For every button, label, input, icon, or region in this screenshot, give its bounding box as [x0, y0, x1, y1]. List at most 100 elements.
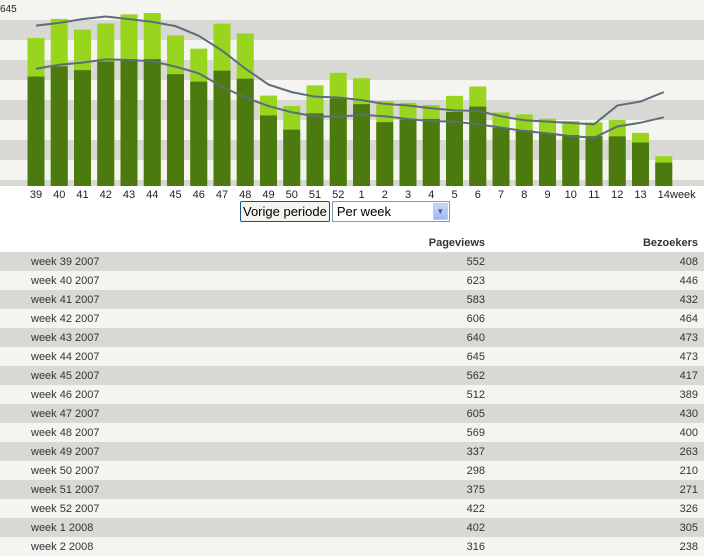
row-bezoekers: 473	[485, 347, 698, 366]
table-row: week 52 2007 422 326	[0, 499, 704, 518]
row-spacer	[698, 328, 704, 347]
x-tick-label: 48	[239, 189, 251, 200]
bezoekers-bar-41[interactable]	[74, 70, 91, 186]
bezoekers-bar-1[interactable]	[353, 104, 370, 186]
bezoekers-bar-14[interactable]	[655, 162, 673, 186]
bezoekers-bar-49[interactable]	[260, 115, 277, 186]
row-spacer	[698, 442, 704, 461]
bezoekers-bar-2[interactable]	[376, 122, 394, 186]
x-tick-label: 44	[146, 189, 158, 200]
bezoekers-bar-9[interactable]	[539, 133, 556, 186]
row-pageviews: 623	[331, 271, 485, 290]
row-spacer	[698, 537, 704, 556]
chevron-down-icon[interactable]: ▼	[432, 203, 448, 220]
stats-table: Pageviews Bezoekers week 39 2007 552 408 we…	[0, 234, 704, 556]
bezoekers-bar-4[interactable]	[422, 118, 440, 186]
bezoekers-bar-46[interactable]	[190, 81, 208, 186]
row-label: week 40 2007	[31, 271, 331, 290]
row-pageviews: 645	[331, 347, 485, 366]
bezoekers-bar-7[interactable]	[492, 127, 510, 186]
previous-period-button[interactable]: Vorige periode	[240, 201, 330, 222]
x-tick-label: 39	[30, 189, 42, 200]
row-spacer	[0, 328, 31, 347]
x-tick-label: 41	[76, 189, 88, 200]
row-label: week 39 2007	[31, 252, 331, 271]
x-axis-labels: 39 40 41 42 43 44 45 46 47 48 49 50 51 52 1 2 3 4 5 6 7 8 9 10 1…	[0, 186, 704, 200]
row-spacer	[698, 252, 704, 271]
row-spacer	[0, 347, 31, 366]
bezoekers-bar-47[interactable]	[213, 70, 231, 186]
row-label: week 51 2007	[31, 480, 331, 499]
row-spacer	[0, 404, 31, 423]
table-row: week 41 2007 583 432	[0, 290, 704, 309]
bezoekers-bar-6[interactable]	[469, 106, 487, 186]
x-tick-label: 49	[262, 189, 274, 200]
row-spacer	[0, 309, 31, 328]
bezoekers-bar-45[interactable]	[167, 74, 184, 186]
bezoekers-bar-40[interactable]	[50, 66, 68, 186]
x-tick-label: 42	[100, 189, 112, 200]
bezoekers-bar-50[interactable]	[283, 129, 301, 186]
chart-controls: Vorige periode Per week ▼	[240, 201, 450, 222]
row-spacer	[0, 366, 31, 385]
bezoekers-bar-12[interactable]	[608, 136, 626, 186]
x-tick-label: 45	[169, 189, 181, 200]
row-bezoekers: 305	[485, 518, 698, 537]
row-bezoekers: 263	[485, 442, 698, 461]
bezoekers-bar-43[interactable]	[120, 59, 138, 187]
row-bezoekers: 446	[485, 271, 698, 290]
x-tick-label: 10	[565, 189, 577, 200]
bezoekers-header[interactable]: Bezoekers	[642, 237, 698, 249]
row-label: week 1 2008	[31, 518, 331, 537]
bezoekers-bar-52[interactable]	[329, 98, 347, 186]
bezoekers-bar-3[interactable]	[399, 119, 417, 186]
bezoekers-bar-42[interactable]	[97, 61, 115, 186]
table-row: week 42 2007 606 464	[0, 309, 704, 328]
x-tick-label: 43	[123, 189, 135, 200]
bezoekers-bar-48[interactable]	[236, 78, 254, 186]
row-spacer	[698, 518, 704, 537]
bezoekers-bar-39[interactable]	[27, 76, 45, 186]
bezoekers-bar-44[interactable]	[143, 59, 161, 187]
bezoekers-bar-10[interactable]	[562, 135, 580, 186]
bezoekers-bar-13[interactable]	[632, 142, 649, 186]
bezoekers-bar-11[interactable]	[585, 136, 603, 186]
row-pageviews: 605	[331, 404, 485, 423]
row-bezoekers: 408	[485, 252, 698, 271]
row-label: week 50 2007	[31, 461, 331, 480]
row-pageviews: 640	[331, 328, 485, 347]
row-label: week 44 2007	[31, 347, 331, 366]
row-bezoekers: 417	[485, 366, 698, 385]
x-tick-label: 5	[451, 189, 457, 200]
row-spacer	[698, 290, 704, 309]
table-header-row: Pageviews Bezoekers	[0, 234, 704, 252]
row-bezoekers: 464	[485, 309, 698, 328]
x-tick-label: 40	[53, 189, 65, 200]
row-pageviews: 512	[331, 385, 485, 404]
table-row: week 1 2008 402 305	[0, 518, 704, 537]
bezoekers-bar-8[interactable]	[515, 130, 533, 186]
bezoekers-bar-51[interactable]	[306, 113, 324, 186]
table-row: week 40 2007 623 446	[0, 271, 704, 290]
trend-lines-group	[35, 15, 665, 139]
bezoekers-bar-5[interactable]	[446, 111, 463, 186]
x-axis-unit-label: week	[669, 189, 696, 200]
bar-chart: 645 39 40 41 42 43 44 45 46 47 48 49 50 51 52 1 2 3 4 5 6 7 8…	[0, 0, 704, 200]
x-tick-label: 46	[193, 189, 205, 200]
pageviews-header[interactable]: Pageviews	[428, 237, 485, 249]
row-bezoekers: 238	[485, 537, 698, 556]
row-pageviews: 606	[331, 309, 485, 328]
period-select[interactable]: Per week ▼	[331, 201, 450, 222]
row-spacer	[0, 480, 31, 499]
x-tick-label: 52	[332, 189, 344, 200]
row-pageviews: 402	[331, 518, 485, 537]
row-bezoekers: 326	[485, 499, 698, 518]
row-spacer	[698, 271, 704, 290]
table-row: week 51 2007 375 271	[0, 480, 704, 499]
row-pageviews: 562	[331, 366, 485, 385]
x-tick-label: 6	[475, 189, 481, 200]
row-pageviews: 422	[331, 499, 485, 518]
x-axis-strip	[0, 186, 704, 200]
row-spacer	[698, 366, 704, 385]
trend-line-1	[35, 15, 665, 126]
